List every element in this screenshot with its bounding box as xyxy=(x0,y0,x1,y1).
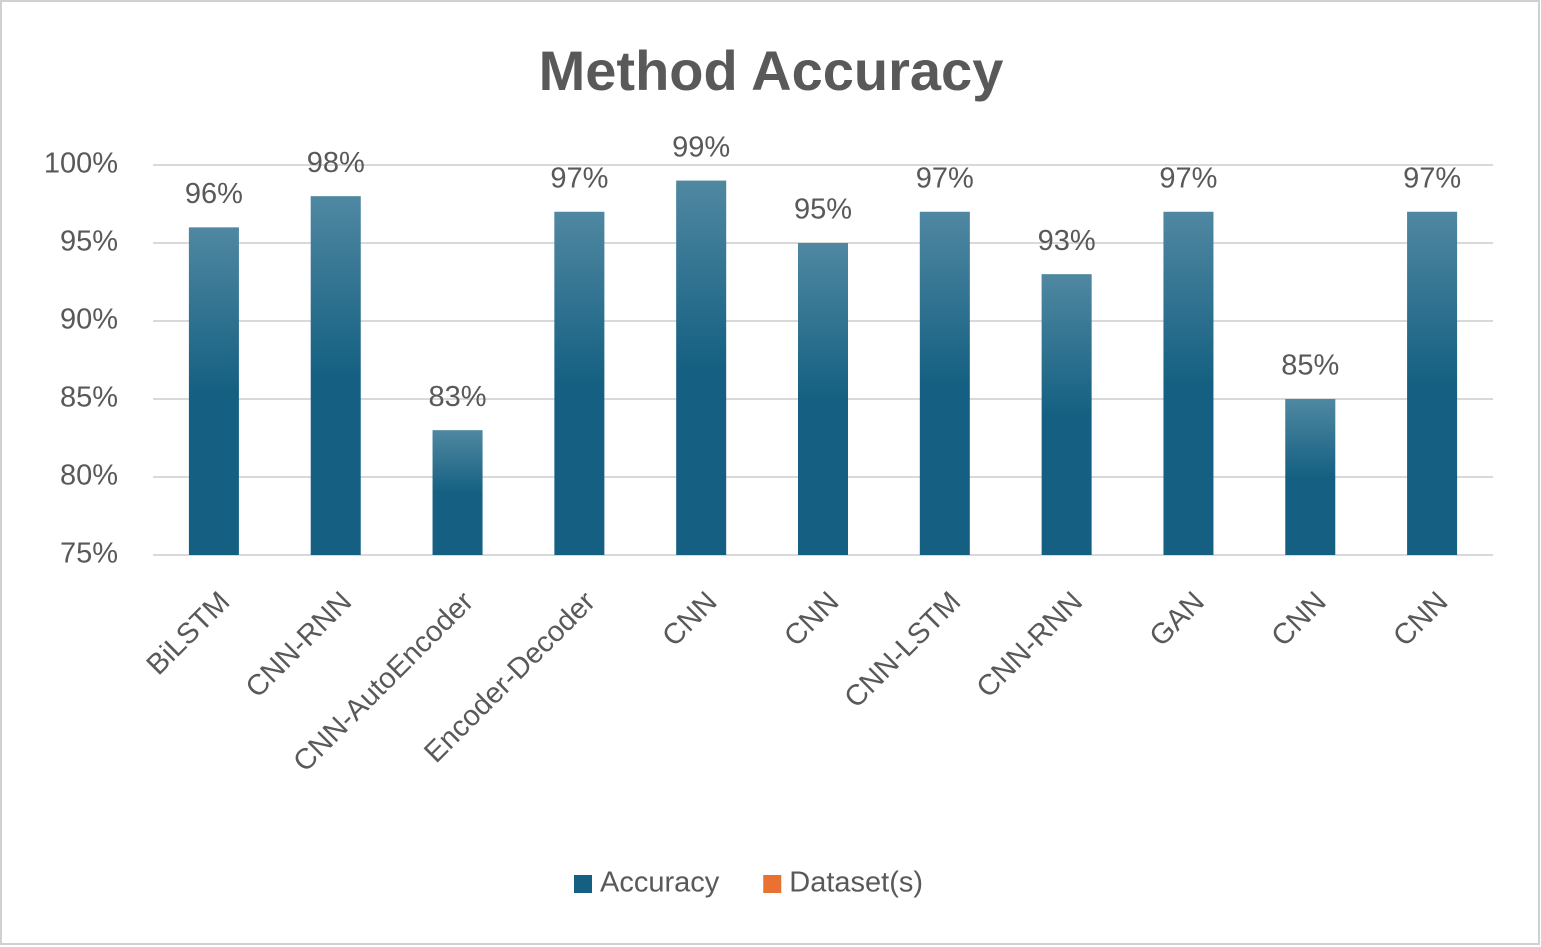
data-label: 85% xyxy=(1281,350,1339,382)
bar-shine xyxy=(1285,399,1336,555)
bar-shine xyxy=(676,180,727,555)
y-tick-label: 100% xyxy=(44,148,118,180)
data-label: 97% xyxy=(916,162,974,194)
y-tick-label: 95% xyxy=(60,226,118,258)
bar-shine xyxy=(1041,274,1092,555)
chart-title: Method Accuracy xyxy=(539,39,1004,102)
bar-shine xyxy=(1163,211,1214,556)
data-label: 83% xyxy=(429,381,487,413)
data-label: 97% xyxy=(1403,162,1461,194)
legend-swatch xyxy=(574,875,592,893)
data-label: 97% xyxy=(1159,162,1217,194)
y-tick-label: 75% xyxy=(60,538,118,570)
bar-shine xyxy=(188,227,239,555)
y-tick-label: 90% xyxy=(60,304,118,336)
data-label: 97% xyxy=(550,162,608,194)
bar-shine xyxy=(1407,211,1458,556)
legend-label: Accuracy xyxy=(600,867,720,899)
bar-shine xyxy=(432,430,483,555)
bar-shine xyxy=(310,196,361,555)
data-label: 95% xyxy=(794,194,852,226)
bar-shine xyxy=(919,211,970,556)
bar-shine xyxy=(798,243,848,555)
y-tick-label: 85% xyxy=(60,382,118,414)
data-label: 93% xyxy=(1038,225,1096,257)
data-label: 99% xyxy=(672,131,730,163)
data-label: 98% xyxy=(307,147,365,179)
data-label: 96% xyxy=(185,178,243,210)
bar-shine xyxy=(554,211,605,556)
y-tick-label: 80% xyxy=(60,460,118,492)
legend-swatch xyxy=(763,875,782,893)
legend-label: Dataset(s) xyxy=(789,867,923,899)
